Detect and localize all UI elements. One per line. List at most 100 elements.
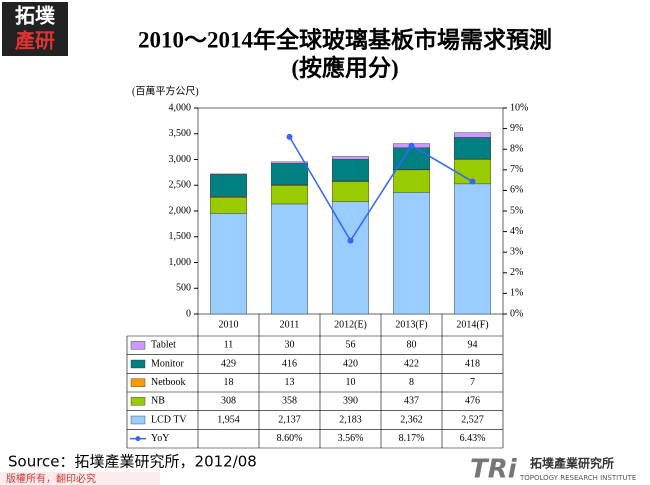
- legend-label: LCD TV: [151, 414, 187, 425]
- brand-name: 拓墣產業研究所: [530, 456, 614, 471]
- y2-tick-label: 3%: [510, 246, 523, 257]
- table-value: 30: [285, 340, 295, 351]
- table-value: 1,954: [217, 414, 240, 425]
- brand-english: TOPOLOGY RESEARCH INSTITUTE: [519, 474, 636, 482]
- bar-segment: [454, 137, 492, 160]
- yoy-point: [469, 178, 476, 185]
- table-value: 8: [409, 377, 414, 388]
- table-value: 3.56%: [338, 433, 364, 444]
- table-value: 308: [221, 396, 236, 407]
- yoy-point: [347, 237, 354, 244]
- table-value: 94: [468, 340, 478, 351]
- table-value: 18: [224, 377, 234, 388]
- chart-subtitle: (按應用分): [291, 54, 398, 80]
- yoy-point: [286, 133, 293, 140]
- table-value: 390: [343, 396, 358, 407]
- table-value: 420: [343, 358, 358, 369]
- y2-tick-label: 2%: [510, 267, 523, 278]
- table-value: 429: [221, 358, 236, 369]
- legend-label: Netbook: [151, 377, 185, 388]
- y-tick-label: 500: [176, 283, 191, 294]
- table-value: 7: [470, 377, 475, 388]
- logo-top: 拓墣: [15, 4, 56, 28]
- legend-label: Monitor: [151, 358, 184, 369]
- table-value: 11: [224, 340, 234, 351]
- y2-tick-label: 10%: [510, 102, 528, 113]
- y2-tick-label: 6%: [510, 185, 523, 196]
- bar-segment: [209, 213, 247, 315]
- table-value: 476: [465, 396, 480, 407]
- bar-segment: [454, 183, 492, 315]
- y-tick-label: 3,500: [169, 128, 192, 139]
- legend-swatch: [130, 415, 146, 425]
- logo-box: [2, 2, 68, 56]
- legend-swatch: [130, 359, 146, 369]
- footer: 版權所有，翻印必究: [6, 472, 96, 485]
- table-value: 416: [282, 358, 297, 369]
- table-value: 2,362: [400, 414, 423, 425]
- legend-swatch: [130, 378, 146, 387]
- logo-bottom: 產研: [15, 29, 55, 53]
- footer-bg: [0, 472, 160, 485]
- bar-segment: [332, 159, 370, 182]
- yoy-point: [408, 142, 415, 149]
- x-tick-label: 2010: [219, 319, 239, 330]
- y-tick-label: 2,000: [169, 205, 192, 216]
- y2-tick-label: 0%: [510, 308, 523, 319]
- x-tick-label: 2014(F): [456, 319, 488, 330]
- bar-segment: [271, 163, 309, 186]
- x-tick-label: 2011: [280, 319, 300, 330]
- y-tick-label: 1,000: [169, 257, 192, 268]
- legend-marker: [135, 436, 141, 442]
- table-value: 80: [407, 340, 417, 351]
- y2-tick-label: 5%: [510, 205, 523, 216]
- table-value: 56: [346, 340, 356, 351]
- bar-segment: [209, 173, 247, 175]
- legend-swatch: [130, 397, 146, 406]
- table-value: 10: [346, 377, 356, 388]
- bar-segment: [454, 132, 492, 138]
- table-value: 418: [465, 358, 480, 369]
- bar-segment: [332, 181, 370, 202]
- table-value: 437: [404, 396, 419, 407]
- table-value: 2,137: [278, 414, 301, 425]
- bar-segment: [393, 192, 431, 315]
- legend-label: Tablet: [151, 340, 176, 351]
- chart-title: 2010～2014年全球玻璃基板市場需求預測: [138, 26, 552, 52]
- bar-segment: [209, 197, 247, 214]
- y-tick-label: 0: [186, 308, 191, 319]
- legend-label: NB: [151, 396, 165, 407]
- table-value: 8.60%: [277, 433, 303, 444]
- bar-segment: [209, 174, 247, 197]
- y-tick-label: 4,000: [169, 102, 192, 113]
- bar-segment: [393, 169, 431, 193]
- table-value: 422: [404, 358, 419, 369]
- table-value: 6.43%: [460, 433, 486, 444]
- brand-mark: TRi: [470, 455, 518, 485]
- table-value: 2,527: [461, 414, 484, 425]
- bar-segment: [271, 203, 309, 315]
- y-tick-label: 1,500: [169, 231, 192, 242]
- table-value: 358: [282, 396, 297, 407]
- legend-label: YoY: [151, 433, 169, 444]
- y2-tick-label: 4%: [510, 226, 523, 237]
- y-tick-label: 2,500: [169, 180, 192, 191]
- table-value: 8.17%: [399, 433, 425, 444]
- bar-segment: [271, 185, 309, 205]
- y-axis-label: (百萬平方公尺): [132, 84, 199, 97]
- table-value: 2,183: [339, 414, 362, 425]
- bar-segment: [271, 161, 309, 164]
- source: Source：拓墣產業研究所，2012/08: [8, 453, 257, 471]
- x-tick-label: 2013(F): [395, 319, 427, 330]
- y2-tick-label: 7%: [510, 164, 523, 175]
- y2-tick-label: 9%: [510, 123, 523, 134]
- y2-tick-label: 1%: [510, 288, 523, 299]
- yoy-line: [288, 136, 473, 243]
- y2-tick-label: 8%: [510, 143, 523, 154]
- table-value: 13: [285, 377, 295, 388]
- y-tick-label: 3,000: [169, 154, 192, 165]
- legend-swatch: [130, 341, 146, 350]
- x-tick-label: 2012(E): [334, 319, 367, 330]
- bar-segment: [332, 156, 370, 160]
